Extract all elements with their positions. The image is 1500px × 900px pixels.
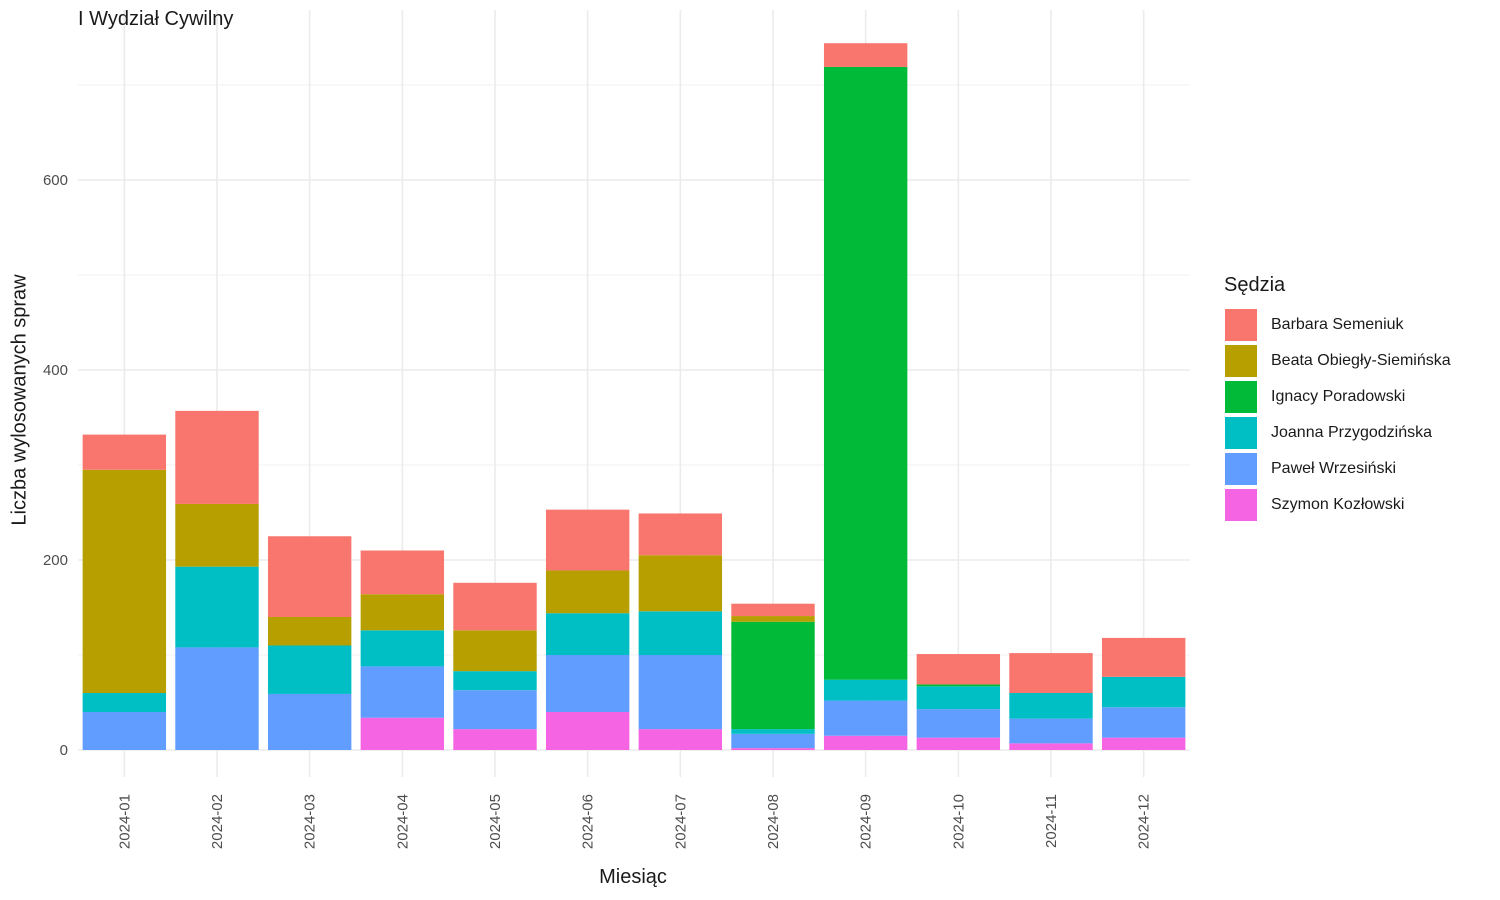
bar-segment — [453, 729, 537, 750]
bar-segment — [1009, 693, 1093, 719]
bar-segment — [175, 647, 259, 750]
x-tick-label: 2024-09 — [858, 794, 875, 849]
x-axis-label: Miesiąc — [599, 866, 667, 888]
bar-segment — [545, 655, 630, 712]
x-tick-label: 2024-08 — [765, 794, 782, 849]
bar-segment — [731, 603, 815, 617]
bar-segment — [453, 630, 537, 672]
bar-segment — [360, 666, 445, 718]
bar-segment — [267, 645, 352, 694]
x-tick-label: 2024-11 — [1043, 794, 1060, 848]
bar-segment — [638, 513, 723, 556]
bar-segment — [82, 712, 167, 750]
x-tick-label: 2024-01 — [116, 794, 133, 849]
y-tick-label: 0 — [60, 742, 68, 759]
y-tick-label: 600 — [43, 172, 68, 189]
bar-segment — [823, 43, 908, 67]
bar-segment — [82, 469, 167, 693]
legend-swatch — [1224, 488, 1258, 522]
y-axis-label: Liczba wylosowanych spraw — [8, 274, 31, 526]
legend-label: Paweł Wrzesiński — [1271, 460, 1397, 477]
bar-segment — [731, 729, 815, 734]
bar-segment — [82, 434, 167, 470]
bar-segment — [638, 729, 723, 750]
bar-segment — [916, 737, 1001, 750]
legend-item: Joanna Przygodzińska — [1224, 415, 1451, 451]
bar-segment — [175, 410, 259, 504]
legend-item: Ignacy Poradowski — [1224, 379, 1451, 415]
bar-segment — [267, 536, 352, 617]
legend-label: Joanna Przygodzińska — [1271, 424, 1432, 441]
bar-segment — [267, 617, 352, 646]
bar-segment — [360, 594, 445, 631]
bar-segment — [82, 693, 167, 712]
bar-segment — [823, 735, 908, 750]
legend-title: Sędzia — [1224, 274, 1286, 296]
legend-item: Paweł Wrzesiński — [1224, 451, 1451, 487]
bar-segment — [731, 621, 815, 730]
bar-segment — [731, 733, 815, 749]
legend-label: Beata Obiegły-Siemińska — [1271, 352, 1451, 369]
x-tick-label: 2024-12 — [1136, 794, 1153, 849]
chart-title: I Wydział Cywilny — [78, 8, 234, 30]
bar-segment — [360, 717, 445, 750]
x-tick-label: 2024-07 — [672, 794, 689, 849]
bar-segment — [453, 690, 537, 730]
x-tick-label: 2024-02 — [209, 794, 226, 849]
bar-segment — [638, 611, 723, 655]
legend-label: Barbara Semeniuk — [1271, 316, 1404, 333]
bar-segment — [360, 630, 445, 667]
x-tick-label: 2024-04 — [394, 794, 411, 849]
bar-segment — [1009, 743, 1093, 750]
bar-segment — [823, 679, 908, 701]
legend-swatch — [1224, 416, 1258, 450]
bar-segment — [731, 616, 815, 622]
bar-segment — [731, 748, 815, 750]
bar-segment — [823, 66, 908, 680]
bar-segment — [1009, 718, 1093, 744]
legend-item: Barbara Semeniuk — [1224, 307, 1451, 343]
bar-segment — [1101, 637, 1186, 677]
bar-segment — [1101, 676, 1186, 708]
legend-swatch — [1224, 344, 1258, 378]
legend-label: Ignacy Poradowski — [1271, 388, 1406, 405]
bar-segment — [638, 555, 723, 612]
x-tick-label: 2024-05 — [487, 794, 504, 849]
bar-segment — [175, 503, 259, 567]
legend-swatch — [1224, 452, 1258, 486]
bar-segment — [1009, 653, 1093, 693]
bar-segment — [1101, 737, 1186, 750]
bar-segment — [638, 655, 723, 730]
bar-segment — [545, 712, 630, 750]
bar-segment — [545, 509, 630, 571]
bar-segment — [1101, 707, 1186, 738]
bar-segment — [916, 654, 1001, 685]
y-tick-label: 400 — [43, 362, 68, 379]
bar-segment — [453, 582, 537, 631]
x-tick-label: 2024-10 — [950, 794, 967, 849]
legend-swatch — [1224, 380, 1258, 414]
bar-segment — [823, 700, 908, 736]
legend-item: Beata Obiegły-Siemińska — [1224, 343, 1451, 379]
bar-segment — [916, 709, 1001, 738]
bar-segment — [545, 613, 630, 655]
bar-segment — [175, 566, 259, 648]
bar-segment — [267, 693, 352, 750]
bar-segment — [916, 684, 1001, 687]
legend: Sędzia Barbara Semeniuk Beata Obiegły-Sie… — [1224, 274, 1451, 523]
legend-label: Szymon Kozłowski — [1271, 496, 1405, 513]
legend-swatch — [1224, 308, 1258, 342]
bar-segment — [360, 550, 445, 595]
bar-segment — [453, 671, 537, 691]
legend-item: Szymon Kozłowski — [1224, 487, 1451, 523]
y-tick-label: 200 — [43, 552, 68, 569]
bar-segment — [916, 686, 1001, 710]
x-tick-label: 2024-03 — [302, 794, 319, 849]
x-tick-label: 2024-06 — [580, 794, 597, 849]
bar-segment — [545, 570, 630, 614]
